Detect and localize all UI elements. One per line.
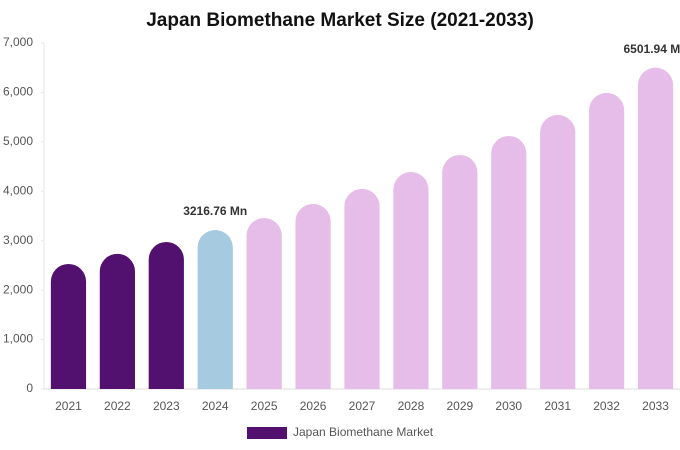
bar [50,263,87,389]
x-tick-label: 2031 [544,399,571,413]
y-tick-label: 4,000 [3,183,33,197]
x-tick-label: 2028 [398,399,425,413]
legend-swatch [247,427,287,439]
data-label: 6501.94 Mn [624,42,680,56]
x-tick-label: 2023 [153,399,180,413]
x-tick-label: 2026 [300,399,327,413]
bar [637,67,674,389]
x-tick-label: 2027 [349,399,376,413]
y-tick-label: 2,000 [3,282,33,296]
x-tick-label: 2029 [446,399,473,413]
chart-title: Japan Biomethane Market Size (2021-2033) [146,10,534,31]
bar [491,135,527,389]
bar [393,172,429,389]
x-tick-label: 2033 [642,399,669,413]
y-tick-label: 5,000 [3,134,33,148]
y-tick-label: 1,000 [3,332,33,346]
bar [295,203,331,389]
y-tick-label: 6,000 [3,85,33,99]
bar [344,188,380,389]
x-tick-label: 2030 [495,399,522,413]
bar [197,230,233,389]
bar [99,253,135,389]
y-tick-label: 3,000 [3,233,33,247]
data-label: 3216.76 Mn [183,204,247,218]
x-tick-label: 2032 [593,399,620,413]
x-tick-label: 2024 [202,399,229,413]
bar [246,217,282,389]
bar [589,92,625,389]
bar [540,114,576,389]
x-tick-label: 2022 [104,399,131,413]
x-tick-label: 2021 [55,399,82,413]
x-tick-label: 2025 [251,399,278,413]
legend-label: Japan Biomethane Market [293,425,434,439]
bar [148,241,184,389]
y-tick-label: 0 [26,381,33,395]
y-tick-label: 7,000 [3,35,33,49]
bar [442,154,478,389]
